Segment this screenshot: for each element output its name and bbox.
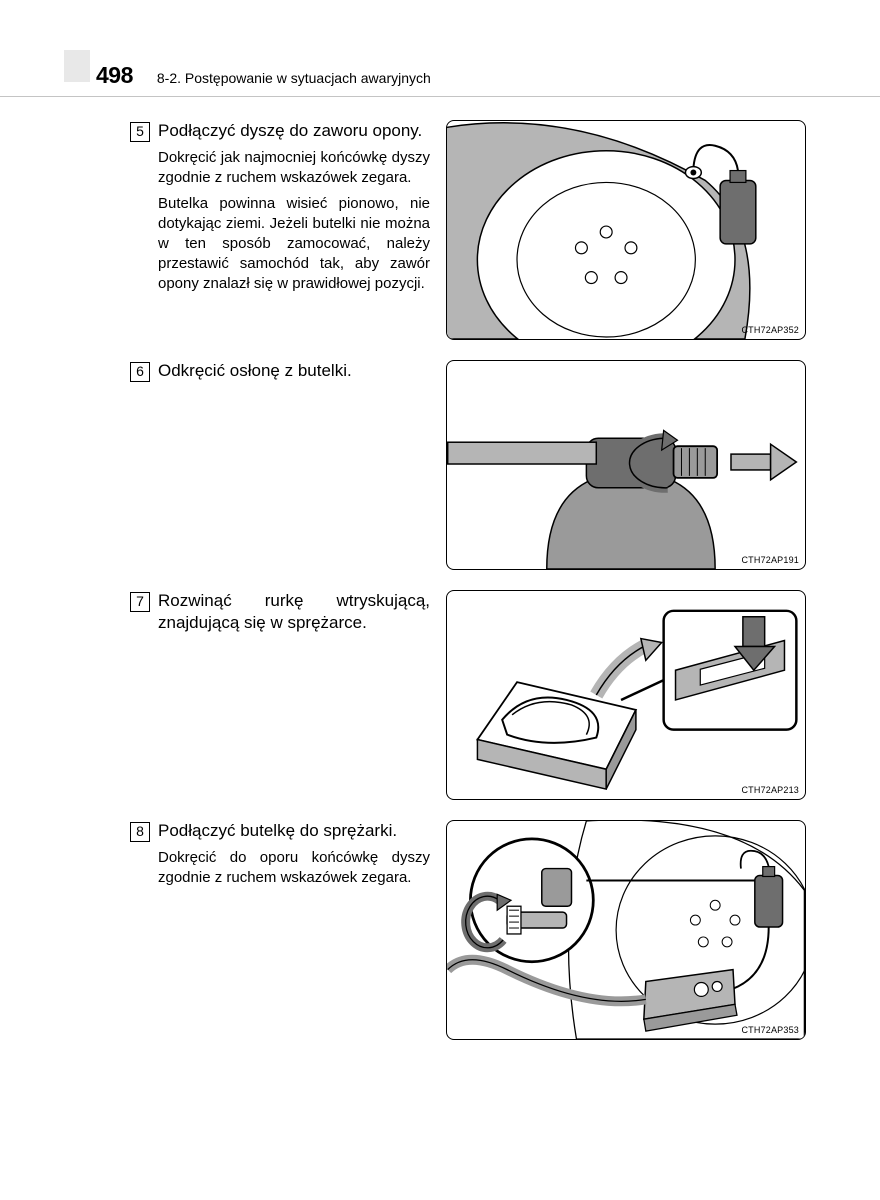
figure-step-8: CTH72AP353 — [446, 820, 806, 1040]
step-title: Podłączyć butelkę do sprężarki. — [158, 820, 430, 842]
step-number: 6 — [130, 362, 150, 382]
step-title: Podłączyć dyszę do zaworu opony. — [158, 120, 430, 142]
step-8: 8 Podłączyć butelkę do sprężarki. Dokręc… — [130, 820, 830, 1040]
figure-code: CTH72AP353 — [741, 1025, 799, 1035]
page-header: 498 8-2. Postępowanie w sytuacjach awary… — [96, 62, 836, 89]
section-title: 8-2. Postępowanie w sytuacjach awaryjnyc… — [157, 70, 431, 86]
step-title: Odkręcić osłonę z butelki. — [158, 360, 430, 382]
step-paragraph: Dokręcić do oporu końcówkę dyszy zgodnie… — [158, 848, 430, 888]
step-number: 8 — [130, 822, 150, 842]
step-title: Rozwinąć rurkę wtryskującą, znajdującą s… — [158, 590, 430, 634]
side-tab — [64, 50, 90, 82]
step-paragraph: Butelka powinna wisieć pionowo, nie doty… — [158, 194, 430, 294]
step-5: 5 Podłączyć dyszę do zaworu opony. Dokrę… — [130, 120, 830, 340]
figure-step-6: CTH72AP191 — [446, 360, 806, 570]
figure-step-7: CTH72AP213 — [446, 590, 806, 800]
step-paragraph: Dokręcić jak najmocniej końcówkę dyszy z… — [158, 148, 430, 188]
page-number: 498 — [96, 62, 133, 89]
header-rule — [0, 96, 880, 97]
figure-code: CTH72AP352 — [741, 325, 799, 335]
step-6: 6 Odkręcić osłonę z butelki. — [130, 360, 830, 570]
figure-code: CTH72AP213 — [741, 785, 799, 795]
figure-step-5: CTH72AP352 — [446, 120, 806, 340]
step-number: 5 — [130, 122, 150, 142]
content-area: 5 Podłączyć dyszę do zaworu opony. Dokrę… — [130, 120, 830, 1060]
step-7: 7 Rozwinąć rurkę wtryskującą, znajdującą… — [130, 590, 830, 800]
step-number: 7 — [130, 592, 150, 612]
figure-code: CTH72AP191 — [741, 555, 799, 565]
